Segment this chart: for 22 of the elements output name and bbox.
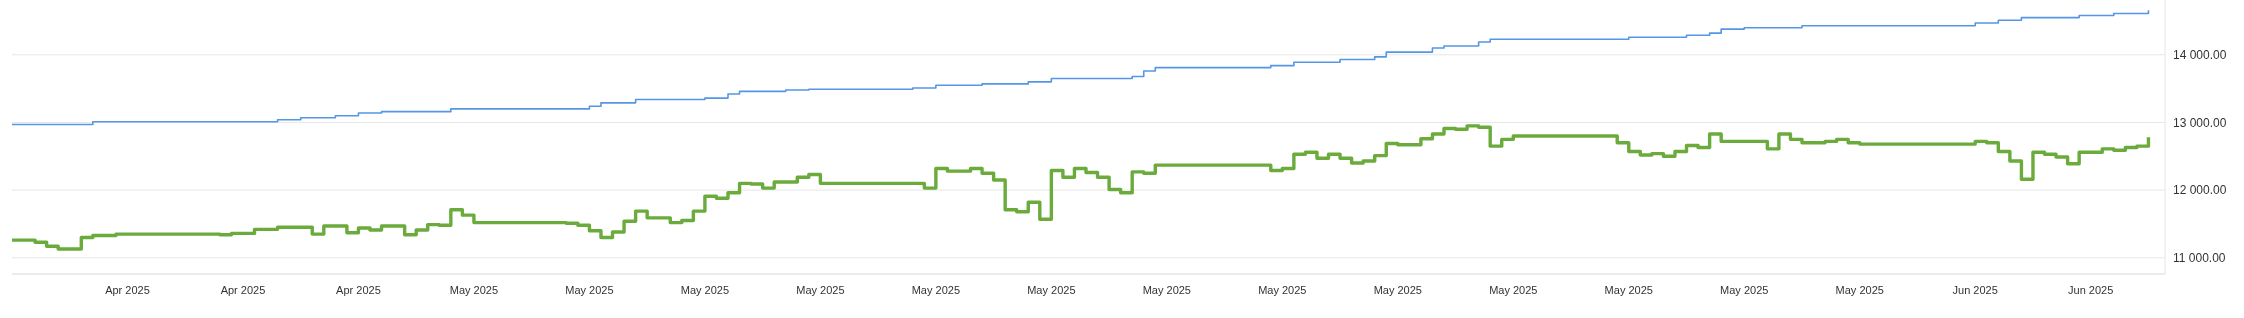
- x-tick-label: May 2025: [1373, 283, 1422, 296]
- x-tick-label: May 2025: [796, 283, 845, 296]
- x-tick-label: Apr 2025: [336, 283, 381, 296]
- x-tick-label: Jun 2025: [1952, 283, 1998, 296]
- y-tick-label: 11 000.00: [2173, 250, 2226, 265]
- x-tick-label: May 2025: [911, 283, 961, 296]
- x-tick-label: Apr 2025: [105, 283, 150, 296]
- x-tick-label: May 2025: [449, 283, 499, 296]
- x-tick-label: May 2025: [1835, 283, 1884, 296]
- x-tick-label: Jun 2025: [2068, 283, 2114, 296]
- x-tick-label: May 2025: [1027, 283, 1076, 296]
- x-tick-label: May 2025: [565, 283, 614, 296]
- x-tick-label: May 2025: [1258, 283, 1307, 296]
- y-tick-label: 12 000.00: [2173, 183, 2227, 198]
- x-tick-label: Apr 2025: [220, 283, 266, 296]
- y-tick-label: 13 000.00: [2173, 115, 2227, 130]
- x-tick-label: May 2025: [1604, 283, 1653, 296]
- x-tick-label: May 2025: [1142, 283, 1191, 296]
- x-tick-label: May 2025: [1720, 283, 1769, 296]
- x-tick-label: May 2025: [1489, 283, 1538, 296]
- y-tick-label: 14 000.00: [2173, 48, 2227, 62]
- x-tick-label: May 2025: [680, 283, 730, 296]
